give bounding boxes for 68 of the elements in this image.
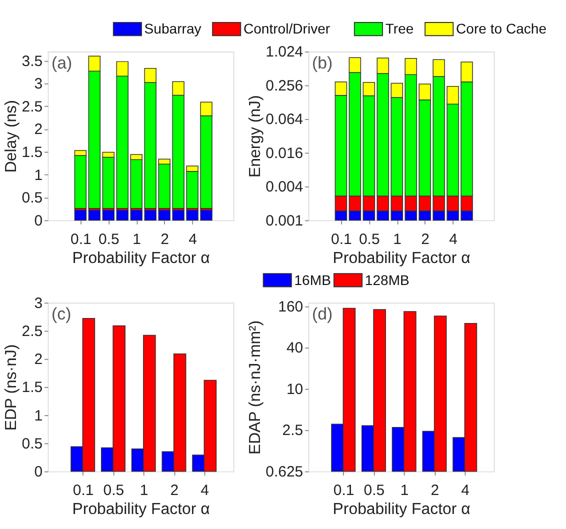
x-axis-title: Probability Factor α [72,250,210,267]
y-tick-label: 2.5 [22,322,43,340]
x-tick-label: 0.5 [98,231,120,248]
y-tick-label: 3.5 [22,52,43,70]
x-tick-label: 2 [170,482,179,500]
bar [116,210,129,221]
y-tick-label: 1 [34,166,43,184]
x-tick-label: 0.5 [358,231,380,248]
x-axis-title: Probability Factor α [72,500,210,518]
y-tick-label: 1.5 [22,144,43,161]
legend-label: Control/Driver [243,20,330,37]
x-tick-label: 1 [132,231,142,248]
y-tick-label: 0 [34,212,43,230]
legend-label: Tree [385,20,414,37]
annotation: (c) [52,304,72,324]
x-tick-label: 0.5 [364,482,385,500]
legend-label: 16MB [294,272,331,288]
x-tick-label: 1 [400,482,409,500]
y-tick-label: 0.625 [266,464,304,480]
x-tick-label: 4 [461,482,470,500]
y-tick-label: 3 [34,76,43,93]
y-tick-label: 0.256 [266,77,304,94]
legend-label: 128MB [364,272,410,288]
x-tick-label: 0.5 [103,482,124,500]
x-tick-label: 0.1 [330,231,352,248]
y-tick-label: 0.001 [266,212,304,230]
y-tick-label: 0 [34,464,43,480]
bar [102,210,115,221]
y-tick-label: 0.016 [266,144,304,162]
y-tick-label: 0.5 [22,190,43,207]
x-tick-label: 2 [430,482,440,500]
x-tick-label: 4 [449,231,458,248]
y-tick-label: 2.5 [22,98,43,116]
x-tick-label: 0.1 [70,231,92,248]
y-axis-title: Delay (ns) [3,100,20,173]
text: (a) [52,53,72,72]
x-tick-label: 1 [140,482,148,500]
y-tick-label: 1.5 [22,379,43,396]
bar [88,210,101,221]
y-tick-label: 40 [286,340,304,357]
y-axis-title: EDAP (ns·nJ·mm²) [247,320,264,455]
x-tick-label: 2 [421,231,430,248]
y-tick-label: 2 [34,351,43,368]
y-tick-label: 2 [34,121,43,138]
x-tick-label: 1 [393,231,402,248]
y-tick-label: 2.5 [282,422,304,440]
x-tick-label: 0.1 [333,482,354,500]
y-tick-label: 10 [286,380,304,398]
legend-label: Subarray [144,20,202,37]
y-axis-title: EDP (ns·nJ) [3,344,20,431]
x-tick-label: 2 [160,231,169,248]
y-tick-label: 1.024 [266,44,304,61]
annotation: (d) [312,304,333,324]
y-axis-title: Energy (nJ) [247,95,264,178]
legend-label: Core to Cache [456,20,547,37]
bar [74,210,87,221]
x-axis-title: Probability Factor α [332,500,470,518]
y-tick-label: 3 [34,294,43,312]
text: (b) [312,53,333,72]
x-tick-label: 4 [188,231,197,248]
y-tick-label: 1 [34,407,43,424]
y-tick-label: 0.064 [266,111,304,128]
y-tick-label: 0.004 [266,178,304,196]
x-axis-title: Probability Factor α [332,250,470,267]
x-tick-label: 0.1 [72,482,94,500]
y-tick-label: 0.5 [22,435,43,452]
y-tick-label: 160 [278,298,304,316]
x-tick-label: 4 [200,482,209,500]
